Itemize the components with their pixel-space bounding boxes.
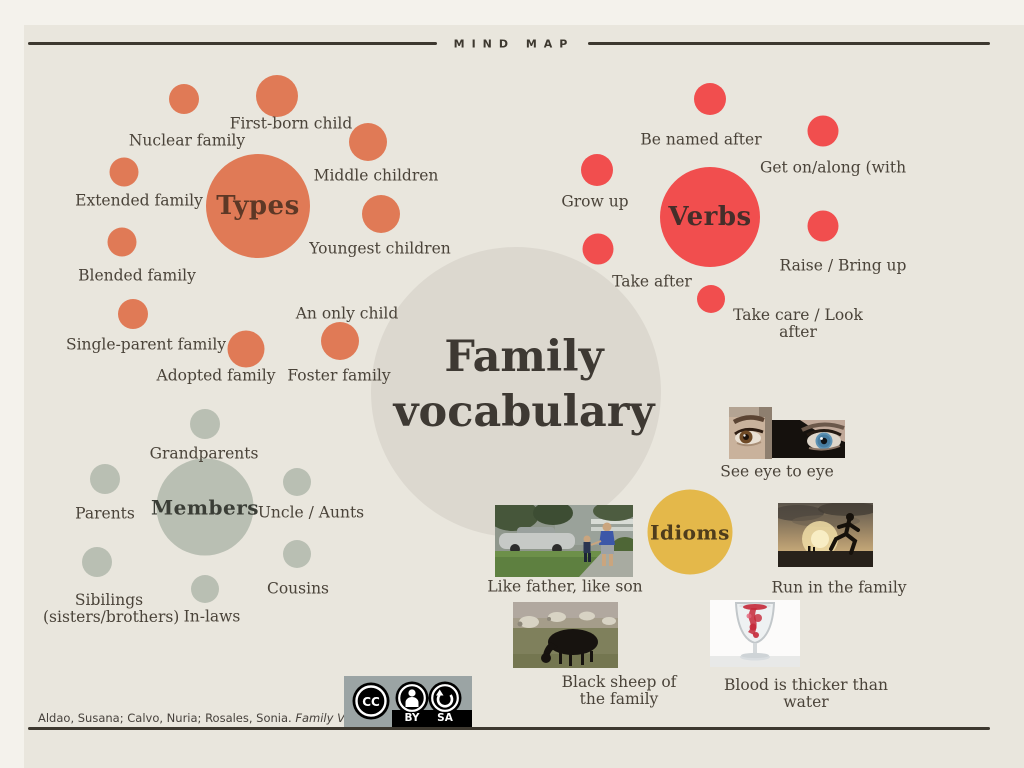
types-satellite-dot bbox=[107, 227, 137, 257]
types-satellite-dot bbox=[118, 299, 148, 329]
members-satellite-dot bbox=[190, 409, 220, 439]
types-label-first-born-child: First-born child bbox=[229, 114, 353, 133]
header-rule-left bbox=[28, 42, 437, 45]
types-satellite-dot bbox=[362, 195, 400, 233]
verbs-satellite-dot bbox=[807, 115, 839, 147]
verbs-label-be-named-after: Be named after bbox=[640, 130, 762, 149]
types-label-youngest-children: Youngest children bbox=[309, 239, 451, 258]
types-label-middle-children: Middle children bbox=[313, 166, 439, 185]
cc-by-person-icon bbox=[395, 681, 429, 715]
cc-sa-label: SA bbox=[437, 712, 453, 724]
members-satellite-dot bbox=[90, 464, 120, 494]
members-label-parents: Parents bbox=[75, 504, 135, 523]
members-label-siblings: Sibilings (sisters/brothers) bbox=[43, 590, 180, 626]
central-topic-title: Family vocabulary bbox=[394, 330, 655, 440]
types-label-blended-family: Blended family bbox=[78, 266, 196, 285]
members-hub-circle: Members bbox=[151, 458, 259, 556]
types-satellite-dot bbox=[169, 84, 199, 114]
verbs-label-grow-up: Grow up bbox=[561, 192, 629, 211]
idiom-caption-run-in-the-family: Run in the family bbox=[771, 578, 907, 597]
members-label-cousins: Cousins bbox=[266, 579, 330, 598]
red-dye-in-water-glass-photo bbox=[710, 600, 800, 667]
cc-logo-icon: CC bbox=[352, 682, 390, 720]
idioms-hub-circle: Idioms bbox=[647, 489, 733, 575]
runner-at-sunset-photo bbox=[778, 503, 873, 567]
types-label-foster-family: Foster family bbox=[287, 366, 391, 385]
top-frame-border bbox=[0, 0, 1024, 25]
header-rule-right bbox=[588, 42, 990, 45]
see-eye-to-eye-left-eye-photo bbox=[729, 407, 772, 459]
types-satellite-dot bbox=[227, 330, 265, 368]
members-label-grandparents: Grandparents bbox=[149, 444, 259, 463]
members-satellite-dot bbox=[283, 468, 311, 496]
types-satellite-dot bbox=[256, 75, 298, 117]
verbs-label-raise-bring-up: Raise / Bring up bbox=[779, 256, 907, 275]
idiom-caption-see-eye-to-eye: See eye to eye bbox=[720, 462, 834, 481]
verbs-label-take-after: Take after bbox=[612, 272, 692, 291]
footer-rule bbox=[28, 727, 990, 730]
members-satellite-dot bbox=[191, 575, 219, 603]
cc-logo-text: CC bbox=[362, 695, 380, 709]
types-hub-circle: Types bbox=[206, 154, 310, 258]
page-title: MIND MAP bbox=[453, 37, 575, 51]
central-topic-line1: Family bbox=[444, 331, 604, 382]
types-label-nuclear-family: Nuclear family bbox=[128, 131, 246, 150]
verbs-satellite-dot bbox=[582, 233, 614, 265]
black-sheep-grazing-photo bbox=[513, 602, 618, 668]
types-satellite-dot bbox=[109, 157, 139, 187]
central-topic-line2: vocabulary bbox=[393, 387, 655, 437]
idiom-caption-like-father-like-son: Like father, like son bbox=[487, 577, 643, 596]
idiom-caption-black-sheep: Black sheep of the family bbox=[561, 672, 677, 708]
members-satellite-dot bbox=[283, 540, 311, 568]
verbs-label-get-on-along-with: Get on/along (with bbox=[759, 158, 907, 177]
verbs-satellite-dot bbox=[581, 154, 613, 186]
members-hub-label: Members bbox=[150, 495, 260, 519]
idiom-caption-blood-thicker-than-water: Blood is thicker than water bbox=[724, 675, 888, 711]
members-label-uncle-aunts: Uncle / Aunts bbox=[257, 503, 365, 522]
verbs-satellite-dot bbox=[694, 83, 726, 115]
types-label-extended-family: Extended family bbox=[75, 191, 203, 210]
see-eye-to-eye-right-eye-photo bbox=[772, 420, 845, 458]
types-satellite-dot bbox=[321, 322, 359, 360]
cc-by-label: BY bbox=[404, 712, 420, 724]
attribution-authors: Aldao, Susana; Calvo, Nuria; Rosales, So… bbox=[38, 711, 296, 725]
left-frame-border bbox=[0, 0, 24, 768]
cc-sa-arrow-icon bbox=[428, 681, 462, 715]
verbs-label-take-care-look-after: Take care / Look after bbox=[733, 305, 863, 341]
central-topic-circle bbox=[371, 247, 661, 537]
verbs-hub-label: Verbs bbox=[668, 202, 752, 232]
verbs-satellite-dot bbox=[807, 210, 839, 242]
types-label-an-only-child: An only child bbox=[295, 304, 399, 323]
cc-license-badge: CC BY SA bbox=[344, 676, 472, 727]
types-hub-label: Types bbox=[216, 191, 300, 221]
types-label-single-parent-family: Single-parent family bbox=[65, 335, 227, 354]
idioms-hub-label: Idioms bbox=[650, 520, 730, 544]
members-label-in-laws: In-laws bbox=[183, 607, 241, 626]
verbs-satellite-dot bbox=[697, 285, 725, 313]
types-satellite-dot bbox=[349, 123, 387, 161]
members-satellite-dot bbox=[82, 547, 112, 577]
verbs-hub-circle: Verbs bbox=[660, 167, 760, 267]
father-and-son-walking-photo bbox=[495, 505, 633, 577]
types-label-adopted-family: Adopted family bbox=[156, 366, 276, 385]
